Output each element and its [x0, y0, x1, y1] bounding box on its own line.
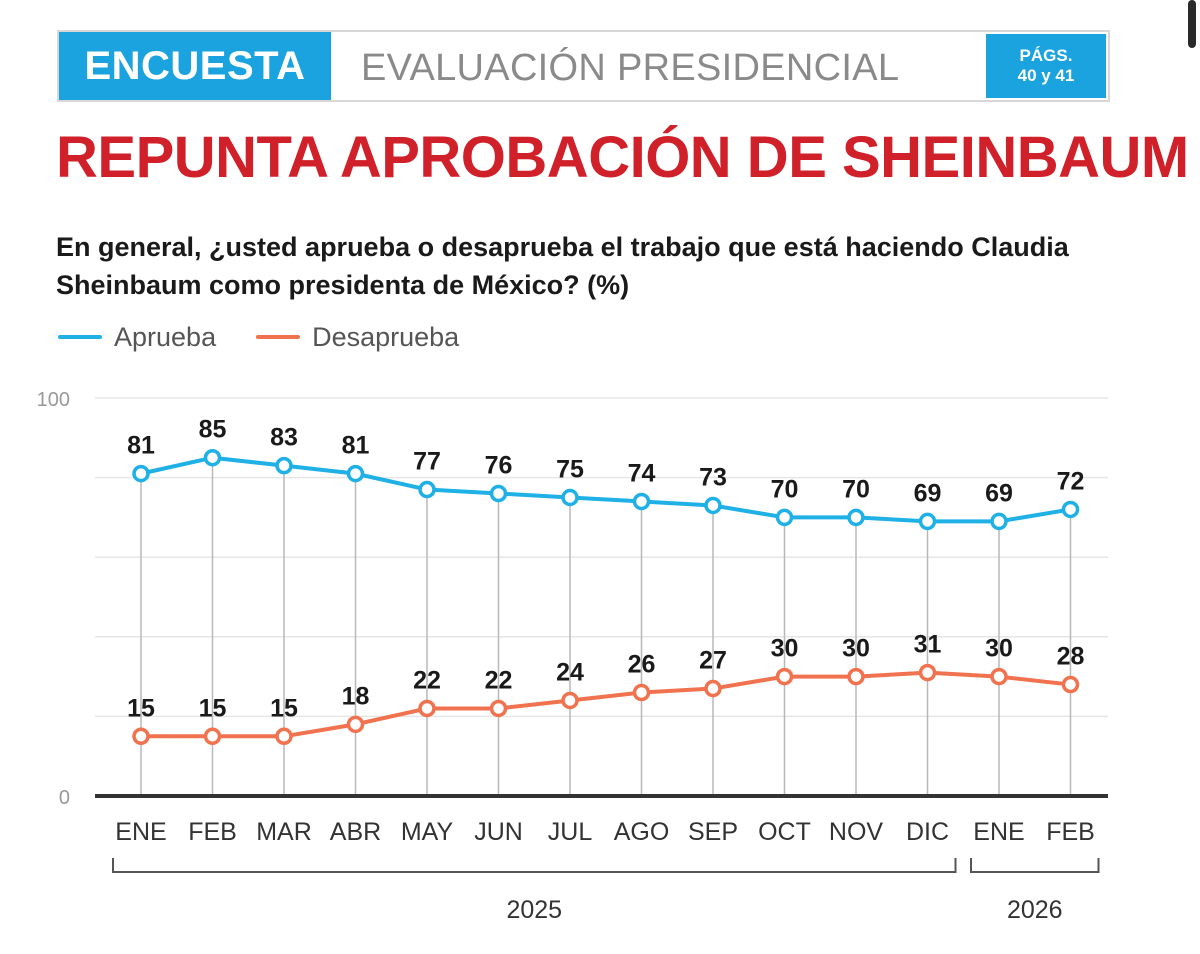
x-tick-label: ENE — [115, 818, 166, 846]
section-banner: ENCUESTA EVALUACIÓN PRESIDENCIAL PÁGS. 4… — [57, 30, 1110, 102]
data-label-desaprueba: 31 — [914, 631, 942, 659]
x-tick-label: MAY — [401, 818, 454, 846]
data-label-aprueba: 74 — [628, 459, 656, 487]
chart-legend: Aprueba Desaprueba — [58, 320, 499, 354]
data-label-aprueba: 81 — [342, 432, 370, 460]
data-label-aprueba: 83 — [270, 424, 298, 452]
banner-pages-range: 40 y 41 — [1017, 66, 1075, 85]
x-tick-label: JUL — [548, 818, 593, 846]
legend-item-desaprueba: Desaprueba — [256, 322, 459, 353]
y-tick-label: 0 — [59, 787, 70, 809]
data-point-desaprueba — [632, 683, 651, 702]
data-label-desaprueba: 22 — [413, 666, 441, 694]
data-label-aprueba: 69 — [914, 479, 942, 507]
line-chart: 0 100 81 85 83 81 77 76 75 74 73 70 70 69 69 72 15 15 15 18… — [37, 389, 1108, 924]
data-label-aprueba: 85 — [199, 416, 227, 444]
data-point-desaprueba — [847, 667, 865, 686]
data-point-desaprueba — [489, 699, 508, 718]
data-point-aprueba — [346, 464, 365, 483]
year-bracket-2025 — [112, 858, 957, 873]
data-point-desaprueba — [346, 715, 365, 734]
headline: REPUNTA APROBACIÓN DE SHEINBAUM — [56, 125, 1189, 190]
x-tick-label: FEB — [188, 818, 237, 846]
data-label-desaprueba: 15 — [270, 694, 298, 722]
data-point-aprueba — [1061, 500, 1080, 519]
data-label-aprueba: 73 — [699, 463, 727, 491]
year-bracket-2026 — [970, 858, 1100, 873]
data-point-aprueba — [489, 484, 508, 503]
data-point-desaprueba — [132, 727, 150, 746]
data-point-desaprueba — [561, 691, 579, 710]
data-label-desaprueba: 30 — [985, 635, 1013, 663]
legend-label-desaprueba: Desaprueba — [312, 321, 460, 352]
legend-swatch-desaprueba — [256, 335, 301, 339]
x-tick-label: NOV — [829, 818, 884, 846]
series-line-desaprueba — [141, 670, 1071, 739]
data-point-desaprueba — [1061, 675, 1080, 694]
data-label-desaprueba: 24 — [556, 658, 584, 686]
data-label-aprueba: 69 — [985, 479, 1013, 507]
legend-swatch-aprueba — [58, 335, 102, 339]
data-point-aprueba — [132, 464, 150, 483]
data-label-desaprueba: 18 — [342, 682, 370, 710]
data-point-desaprueba — [704, 679, 722, 698]
scrollbar-thumb[interactable] — [1188, 0, 1196, 48]
y-tick-label: 100 — [37, 389, 70, 411]
data-point-aprueba — [203, 448, 222, 467]
x-tick-label: FEB — [1046, 818, 1095, 846]
data-label-desaprueba: 26 — [628, 651, 656, 679]
data-label-aprueba: 81 — [127, 432, 155, 460]
data-label-desaprueba: 15 — [127, 694, 155, 722]
x-tick-label: OCT — [758, 818, 811, 846]
banner-title: EVALUACIÓN PRESIDENCIAL — [361, 47, 900, 89]
data-point-desaprueba — [918, 663, 937, 682]
data-point-desaprueba — [275, 727, 293, 746]
data-label-desaprueba: 30 — [771, 635, 799, 663]
data-label-desaprueba: 30 — [842, 635, 870, 663]
data-label-aprueba: 76 — [485, 452, 513, 480]
x-tick-label: JUN — [474, 818, 523, 846]
data-point-aprueba — [418, 480, 436, 499]
x-tick-label: AGO — [614, 818, 670, 846]
data-label-desaprueba: 27 — [699, 647, 727, 675]
data-point-aprueba — [275, 456, 293, 475]
data-point-aprueba — [918, 512, 937, 531]
banner-tag: ENCUESTA — [59, 32, 331, 100]
data-point-desaprueba — [775, 667, 794, 686]
data-label-aprueba: 72 — [1057, 467, 1085, 495]
data-point-desaprueba — [203, 727, 222, 746]
x-tick-label: ABR — [330, 818, 381, 846]
data-label-aprueba: 77 — [413, 448, 441, 476]
data-label-desaprueba: 15 — [199, 694, 227, 722]
legend-item-aprueba: Aprueba — [58, 322, 216, 353]
survey-question: En general, ¿usted aprueba o desaprueba … — [56, 232, 1069, 300]
data-point-desaprueba — [418, 699, 436, 718]
data-label-aprueba: 70 — [842, 475, 870, 503]
year-label-2025: 2025 — [506, 896, 562, 924]
x-tick-label: SEP — [688, 818, 738, 846]
banner-pages-label: PÁGS. — [1019, 46, 1073, 65]
data-label-aprueba: 70 — [771, 475, 799, 503]
banner-pages-badge: PÁGS. 40 y 41 — [986, 34, 1106, 98]
legend-label-aprueba: Aprueba — [114, 321, 217, 352]
data-label-aprueba: 75 — [556, 456, 584, 484]
x-tick-label: DIC — [906, 818, 949, 846]
x-tick-label: MAR — [256, 818, 312, 846]
data-point-aprueba — [632, 492, 651, 511]
data-point-aprueba — [561, 488, 579, 507]
data-label-desaprueba: 28 — [1057, 643, 1085, 671]
data-point-aprueba — [704, 496, 722, 515]
data-point-aprueba — [847, 508, 865, 527]
x-tick-label: ENE — [973, 818, 1024, 846]
year-label-2026: 2026 — [1007, 896, 1063, 924]
data-point-aprueba — [990, 512, 1008, 531]
data-point-desaprueba — [990, 667, 1008, 686]
series-line-aprueba — [140, 455, 1071, 524]
data-point-aprueba — [775, 508, 794, 527]
data-label-desaprueba: 22 — [485, 666, 513, 694]
scrollbar[interactable] — [1186, 0, 1200, 954]
